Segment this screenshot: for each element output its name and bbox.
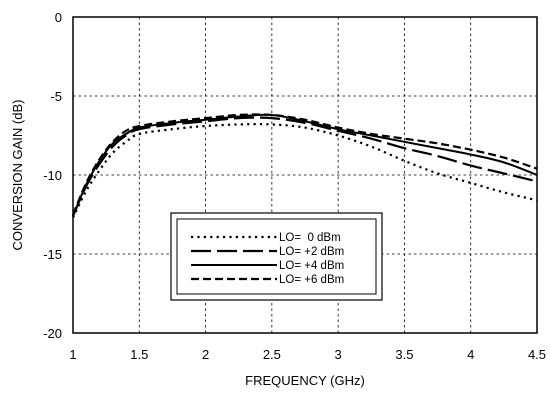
legend-label: LO= +6 dBm — [279, 274, 344, 286]
series-lines — [71, 113, 538, 219]
series-line-2 — [71, 116, 538, 217]
y-tick-label: -5 — [50, 89, 62, 104]
y-axis-title: CONVERSION GAIN (dB) — [10, 100, 25, 251]
x-tick-label: 3.5 — [395, 347, 413, 362]
x-tick-label: 3 — [335, 347, 342, 362]
x-tick-label: 4 — [467, 347, 474, 362]
legend-box-inner — [176, 218, 377, 295]
x-tick-labels: 1 1.5 2 2.5 3 3.5 4 4.5 — [69, 347, 546, 362]
y-tick-label: 0 — [55, 10, 62, 25]
legend-label: LO= +2 dBm — [279, 246, 344, 258]
legend: LO= 0 dBm LO= +2 dBm LO= +4 dBm LO= +6 dBm — [170, 212, 383, 301]
y-tick-label: -20 — [43, 326, 62, 341]
legend-label: LO= 0 dBm — [279, 232, 341, 244]
series-line-4 — [71, 113, 538, 215]
legend-box-outer — [170, 212, 383, 301]
x-tick-label: 2.5 — [263, 347, 281, 362]
plot-frame — [72, 16, 538, 334]
series-line-1 — [72, 123, 538, 219]
y-tick-labels: -20 -15 -10 -5 0 — [43, 10, 62, 341]
legend-label: LO= +4 dBm — [279, 260, 344, 272]
x-tick-label: 1 — [69, 347, 76, 362]
x-tick-label: 4.5 — [528, 347, 546, 362]
x-tick-label: 2 — [202, 347, 209, 362]
y-tick-label: -15 — [43, 247, 62, 262]
x-axis-title: FREQUENCY (GHz) — [245, 373, 365, 388]
x-tick-label: 1.5 — [130, 347, 148, 362]
y-tick-label: -10 — [43, 168, 62, 183]
